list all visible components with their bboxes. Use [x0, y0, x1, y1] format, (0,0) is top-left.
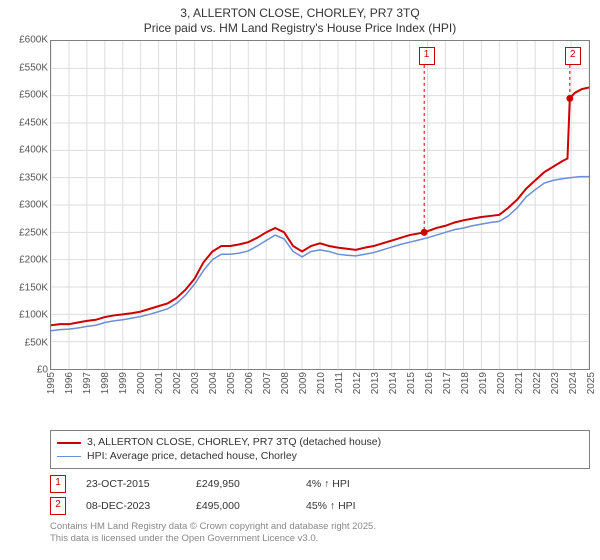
y-tick-label: £400K: [19, 145, 48, 156]
x-tick-label: 2018: [460, 372, 471, 394]
legend-swatch: [57, 456, 81, 457]
chart-area: £0£50K£100K£150K£200K£250K£300K£350K£400…: [8, 40, 592, 388]
x-tick-label: 2006: [244, 372, 255, 394]
y-tick-label: £100K: [19, 310, 48, 321]
x-tick-label: 2003: [190, 372, 201, 394]
x-tick-label: 2022: [532, 372, 543, 394]
y-axis: £0£50K£100K£150K£200K£250K£300K£350K£400…: [8, 40, 50, 388]
x-tick-label: 2005: [226, 372, 237, 394]
x-tick-label: 2001: [154, 372, 165, 394]
legend-row: 3, ALLERTON CLOSE, CHORLEY, PR7 3TQ (det…: [57, 436, 583, 450]
y-tick-label: £250K: [19, 227, 48, 238]
legend: 3, ALLERTON CLOSE, CHORLEY, PR7 3TQ (det…: [50, 430, 590, 469]
y-tick-label: £50K: [25, 337, 48, 348]
y-tick-label: £150K: [19, 282, 48, 293]
legend-label: HPI: Average price, detached house, Chor…: [87, 450, 297, 464]
title-address: 3, ALLERTON CLOSE, CHORLEY, PR7 3TQ: [8, 6, 592, 21]
x-tick-label: 2023: [550, 372, 561, 394]
legend-swatch: [57, 442, 81, 444]
x-tick-label: 2000: [136, 372, 147, 394]
sale-note-marker: 2: [50, 497, 66, 515]
x-tick-label: 2016: [424, 372, 435, 394]
x-tick-label: 1999: [118, 372, 129, 394]
attribution: Contains HM Land Registry data © Crown c…: [50, 521, 590, 545]
x-tick-label: 1997: [82, 372, 93, 394]
sale-marker: 1: [419, 47, 435, 65]
chart-title: 3, ALLERTON CLOSE, CHORLEY, PR7 3TQ Pric…: [8, 6, 592, 36]
title-subtitle: Price paid vs. HM Land Registry's House …: [8, 21, 592, 36]
x-tick-label: 2015: [406, 372, 417, 394]
y-tick-label: £500K: [19, 90, 48, 101]
x-tick-label: 2008: [280, 372, 291, 394]
x-tick-label: 2017: [442, 372, 453, 394]
attrib-line-1: Contains HM Land Registry data © Crown c…: [50, 521, 590, 533]
x-tick-label: 1998: [100, 372, 111, 394]
sale-note-row: 1 23-OCT-2015 £249,950 4% ↑ HPI: [50, 475, 590, 493]
x-tick-label: 2009: [298, 372, 309, 394]
legend-label: 3, ALLERTON CLOSE, CHORLEY, PR7 3TQ (det…: [87, 436, 381, 450]
x-tick-label: 2020: [496, 372, 507, 394]
plot-svg: [51, 41, 589, 369]
x-tick-label: 2024: [568, 372, 579, 394]
x-tick-label: 2004: [208, 372, 219, 394]
sale-note-row: 2 08-DEC-2023 £495,000 45% ↑ HPI: [50, 497, 590, 515]
sale-note-price: £495,000: [196, 500, 286, 512]
x-tick-label: 2025: [586, 372, 597, 394]
x-tick-label: 2019: [478, 372, 489, 394]
legend-row: HPI: Average price, detached house, Chor…: [57, 450, 583, 464]
x-tick-label: 1995: [46, 372, 57, 394]
sale-note-date: 08-DEC-2023: [86, 500, 176, 512]
x-tick-label: 2007: [262, 372, 273, 394]
sale-notes: 1 23-OCT-2015 £249,950 4% ↑ HPI 2 08-DEC-2023…: [50, 475, 590, 515]
x-tick-label: 2002: [172, 372, 183, 394]
y-tick-label: £600K: [19, 35, 48, 46]
y-tick-label: £300K: [19, 200, 48, 211]
y-tick-label: £550K: [19, 62, 48, 73]
sale-marker: 2: [565, 47, 581, 65]
sale-note-marker: 1: [50, 475, 66, 493]
y-tick-label: £450K: [19, 117, 48, 128]
x-tick-label: 2012: [352, 372, 363, 394]
sale-note-delta: 4% ↑ HPI: [306, 478, 396, 490]
sale-note-date: 23-OCT-2015: [86, 478, 176, 490]
x-tick-label: 2010: [316, 372, 327, 394]
x-tick-label: 2021: [514, 372, 525, 394]
y-tick-label: £350K: [19, 172, 48, 183]
attrib-line-2: This data is licensed under the Open Gov…: [50, 533, 590, 545]
plot-region: 12: [50, 40, 590, 370]
x-tick-label: 2011: [334, 372, 345, 394]
sale-note-delta: 45% ↑ HPI: [306, 500, 396, 512]
x-axis: 1995199619971998199920002001200220032004…: [50, 372, 590, 422]
x-tick-label: 2014: [388, 372, 399, 394]
sale-note-price: £249,950: [196, 478, 286, 490]
x-tick-label: 1996: [64, 372, 75, 394]
x-tick-label: 2013: [370, 372, 381, 394]
y-tick-label: £200K: [19, 255, 48, 266]
